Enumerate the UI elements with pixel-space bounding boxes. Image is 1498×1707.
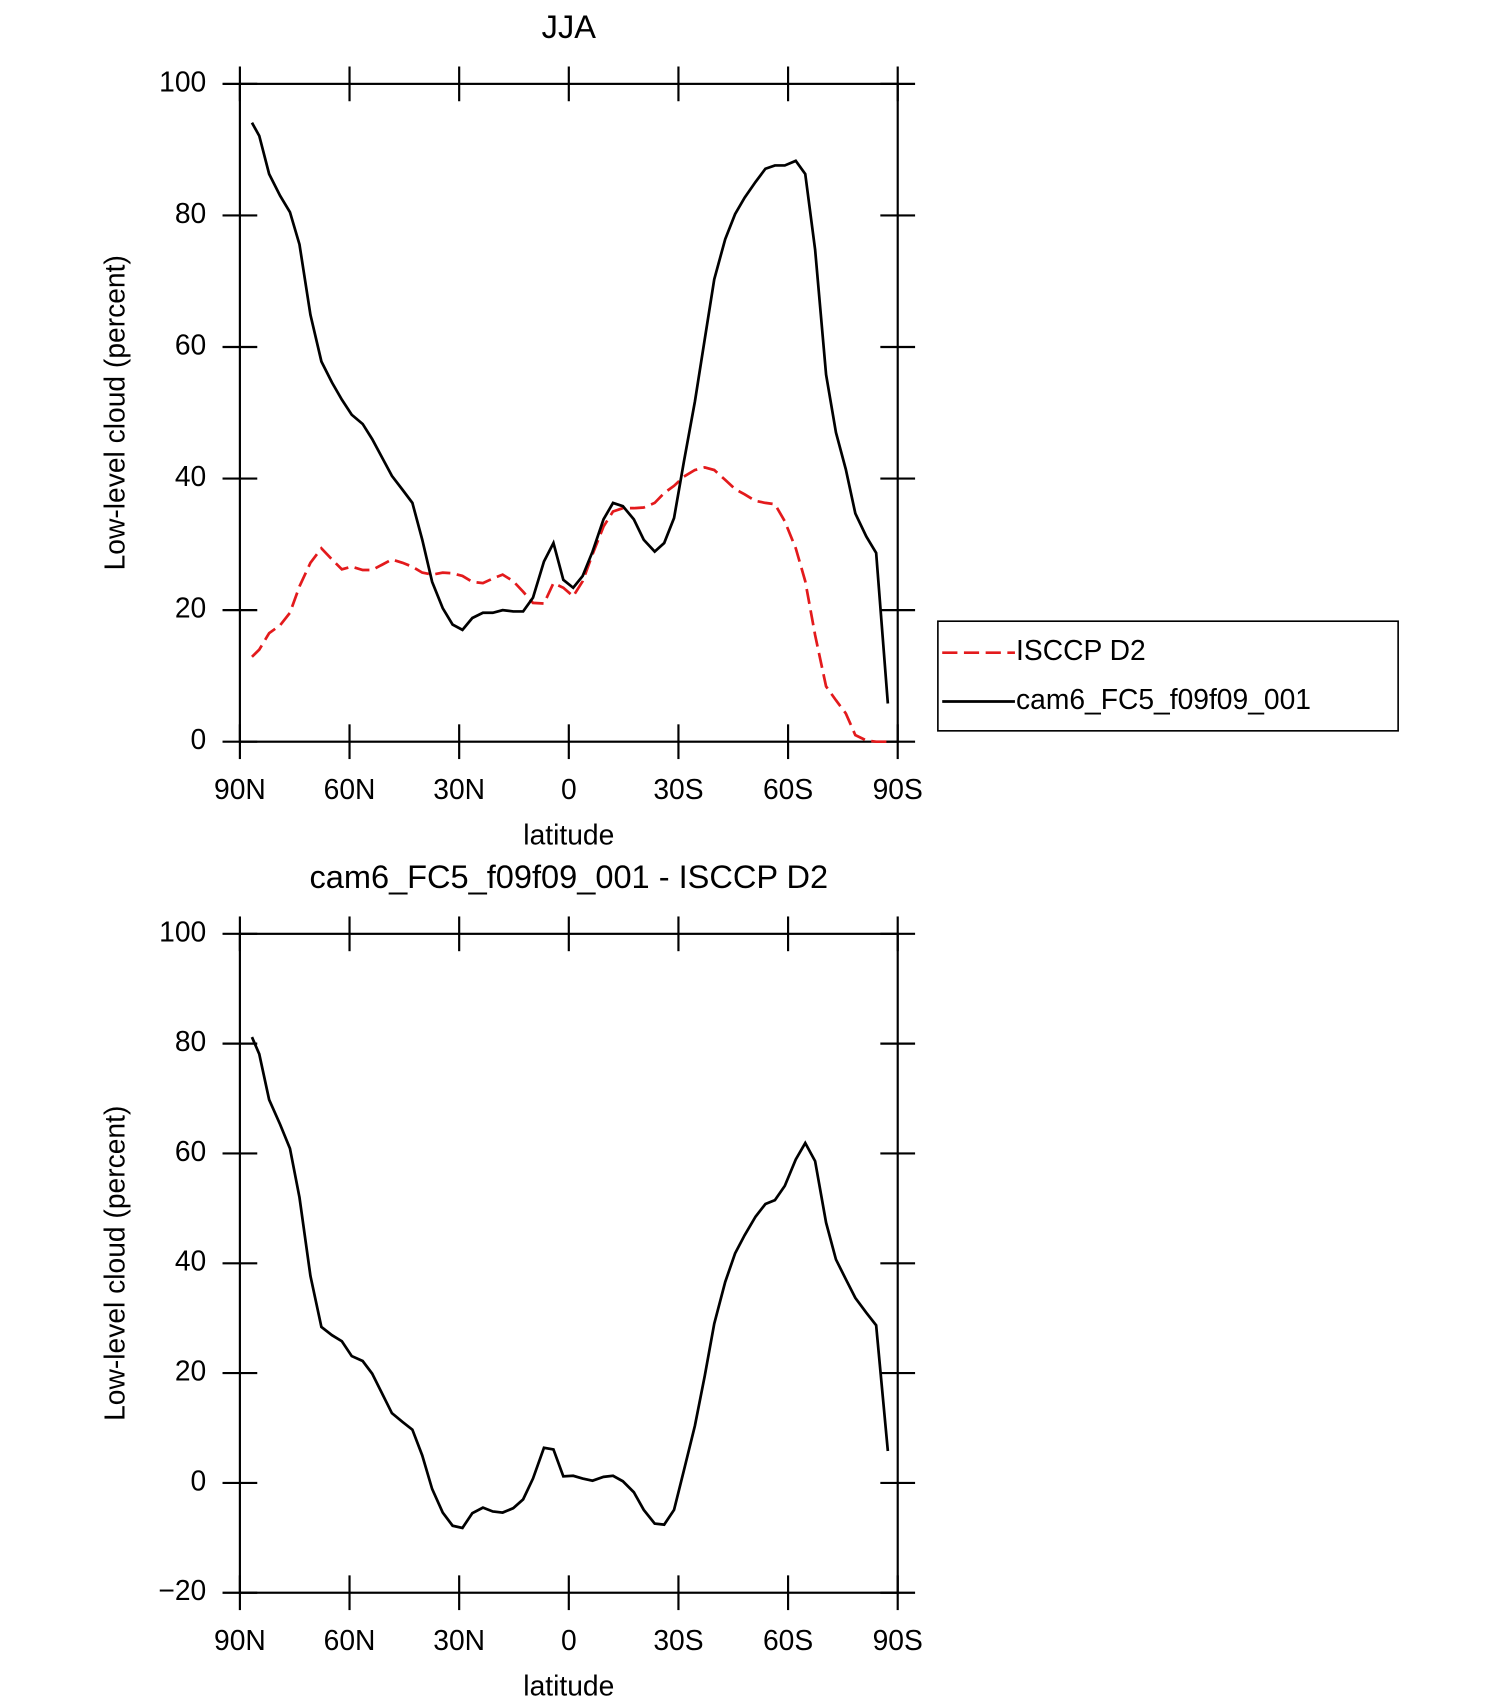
x-tick-label: 30N	[433, 773, 485, 805]
legend-label: ISCCP D2	[1016, 634, 1146, 666]
legend-box	[937, 620, 1399, 732]
data-line	[250, 1036, 890, 1530]
x-tick-label: 60S	[763, 1624, 813, 1656]
y-tick-label: 60	[175, 328, 206, 360]
data-line	[250, 122, 890, 704]
y-tick-label: 80	[175, 197, 206, 229]
x-tick-label: 90S	[873, 773, 923, 805]
y-tick-label: −20	[158, 1574, 206, 1606]
x-tick-label: 30S	[653, 1624, 703, 1656]
x-tick-label: 60S	[763, 773, 813, 805]
chart-title: JJA	[542, 9, 597, 45]
x-tick-label: 0	[561, 773, 577, 805]
x-tick-label: 90N	[214, 773, 266, 805]
y-tick-label: 100	[159, 65, 206, 97]
x-tick-label: 60N	[324, 773, 376, 805]
y-tick-label: 100	[159, 915, 206, 947]
x-tick-label: 90S	[873, 1624, 923, 1656]
y-tick-label: 20	[175, 1355, 206, 1387]
plot-frame	[238, 932, 899, 1594]
x-tick-label: 30S	[653, 773, 703, 805]
x-tick-label: 30N	[433, 1624, 485, 1656]
y-axis-label: Low-level cloud (percent)	[99, 1106, 131, 1421]
y-tick-label: 60	[175, 1135, 206, 1167]
y-tick-label: 40	[175, 460, 206, 492]
x-tick-label: 60N	[324, 1624, 376, 1656]
plot-frame	[238, 82, 899, 743]
x-tick-label: 0	[561, 1624, 577, 1656]
y-tick-label: 40	[175, 1245, 206, 1277]
x-axis-label: latitude	[523, 1670, 614, 1702]
y-tick-label: 0	[191, 1464, 207, 1496]
y-tick-label: 0	[191, 723, 207, 755]
data-line	[251, 465, 888, 744]
legend-label: cam6_FC5_f09f09_001	[1016, 683, 1311, 715]
y-axis-label: Low-level cloud (percent)	[99, 255, 131, 570]
y-tick-label: 20	[175, 592, 206, 624]
x-tick-label: 90N	[214, 1624, 266, 1656]
x-axis-label: latitude	[523, 819, 614, 851]
chart-title: cam6_FC5_f09f09_001 - ISCCP D2	[309, 859, 828, 895]
y-tick-label: 80	[175, 1025, 206, 1057]
